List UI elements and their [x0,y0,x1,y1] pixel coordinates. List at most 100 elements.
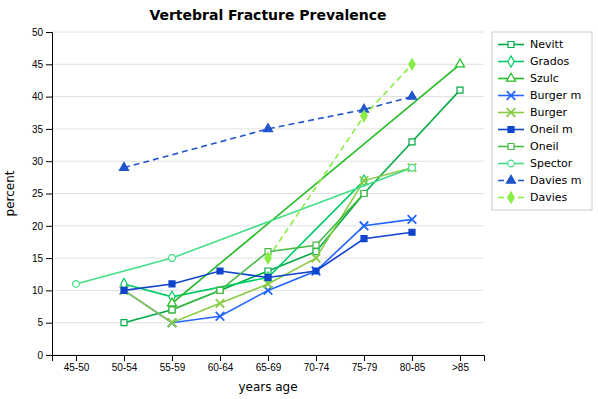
legend-label: Grados [530,55,569,68]
legend-item: Oneil m [498,123,573,136]
series [265,59,415,264]
x-tick: 70-74 [304,355,330,373]
x-axis-line [53,356,485,362]
y-tick-label: 20 [32,221,44,232]
point [409,139,415,145]
y-tick: 5 [37,317,52,328]
legend-symbol [506,73,515,81]
legend-symbol [508,127,514,133]
series [167,59,464,306]
series [169,191,367,313]
point [408,163,417,172]
plot: 45-5050-5455-5960-6465-6970-7475-7980-85… [32,27,485,373]
point [121,320,127,326]
y-tick-label: 50 [32,27,44,38]
point [409,229,415,235]
legend-item: Spector [498,157,573,170]
y-tick-mark [46,355,52,356]
series-line [268,64,412,258]
legend-symbol [508,42,514,48]
x-tick: 45-50 [64,355,90,373]
legend-label: Davies m [530,174,582,187]
legend-symbol [506,175,515,183]
point [217,268,223,274]
point [457,87,463,93]
x-tick-mark [124,355,125,361]
title: Vertebral Fracture Prevalence [149,7,386,23]
series [119,91,416,170]
point [360,221,369,230]
legend-item: Szulc [498,72,559,85]
x-tick-mark [364,355,365,361]
series [121,229,415,293]
legend-item: Nevitt [498,38,564,51]
legend-item: Oneil [498,140,559,153]
legend-label: Oneil m [530,123,573,136]
x-tick-label: 50-54 [112,362,138,373]
grid-line [52,161,484,162]
series-line [124,219,412,322]
series [121,87,463,326]
x-tick-mark [76,355,77,361]
y-tick-mark [46,323,52,324]
series-line [172,194,364,310]
point [409,59,415,70]
x-tick-label: >85 [452,362,469,373]
y-tick: 20 [32,221,52,232]
x-tick-mark [316,355,317,361]
point [169,307,175,313]
y-tick: 0 [37,350,52,361]
y-tick-mark [46,194,52,195]
legend-symbol [507,108,516,117]
legend-frame [492,32,592,210]
point [409,164,416,171]
series-line [124,97,412,168]
x-tick-mark [268,355,269,361]
legend-symbol [508,160,515,167]
series-line [124,232,412,290]
y-tick-label: 5 [37,317,43,328]
legend-symbol [507,91,516,100]
point [120,286,129,295]
point [313,242,319,248]
point [121,287,127,293]
x-tick: 60-64 [208,355,234,373]
point [455,59,464,67]
y-tick-mark [46,290,52,291]
grid-line [52,96,484,97]
point [216,312,225,321]
point [217,287,223,293]
y-tick-mark [46,129,52,130]
legend-item: Davies m [498,174,582,187]
legend-symbol [508,192,514,203]
y-tick: 30 [32,156,52,167]
point [361,236,367,242]
x-tick-mark [460,355,461,361]
y-tick-label: 0 [37,350,43,361]
legend-label: Burger m [530,89,581,102]
x-tick: 55-59 [160,355,186,373]
grid-line [52,322,484,323]
point [263,124,272,132]
point [361,110,367,121]
point [169,307,175,313]
y-tick-mark [46,161,52,162]
legend-label: Oneil [530,140,559,153]
point [312,254,321,263]
y-tick: 35 [32,124,52,135]
point [361,191,367,197]
legend-symbol [508,56,514,67]
y-tick-label: 25 [32,188,44,199]
x-tick-label: 75-79 [352,362,378,373]
legend-label: Davies [530,191,568,204]
y-axis-title: percent [3,170,17,216]
legend-item: Burger [498,106,568,119]
series-line [124,168,412,323]
x-tick-mark [220,355,221,361]
y-tick-mark [46,258,52,259]
y-tick: 45 [32,59,52,70]
y-tick: 25 [32,188,52,199]
y-axis-line [46,33,53,356]
point [216,299,225,308]
y-tick-mark [46,226,52,227]
